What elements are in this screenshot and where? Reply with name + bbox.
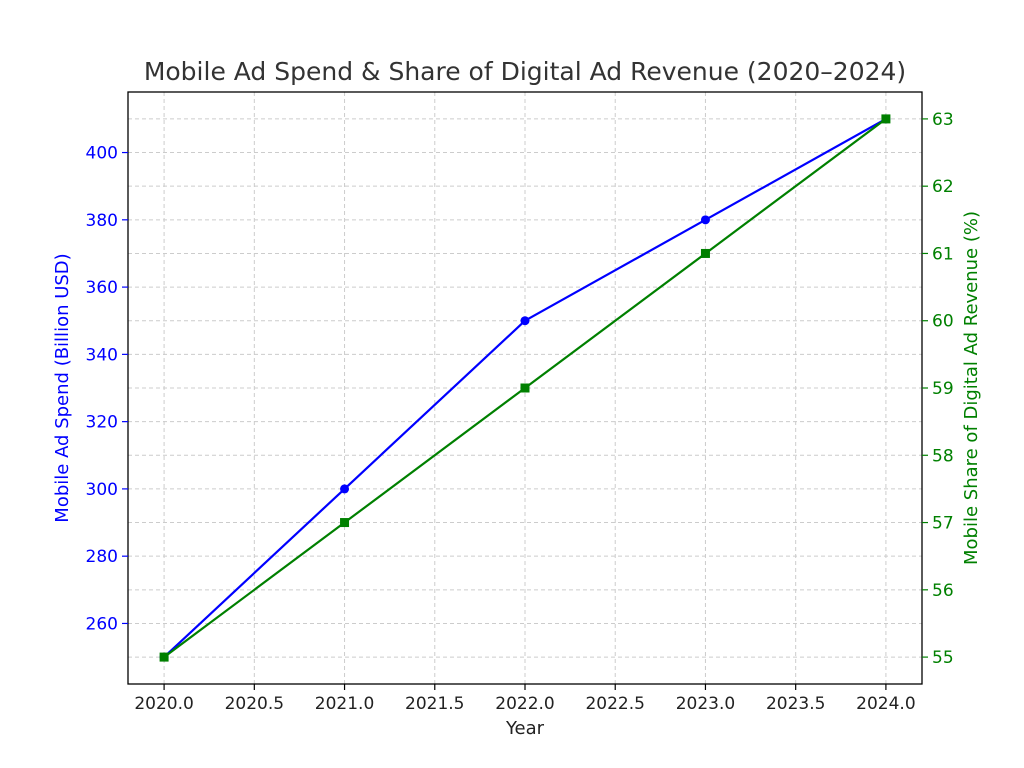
data-point-right: [159, 652, 169, 662]
x-tick-label: 2020.0: [134, 694, 193, 714]
data-point-right: [881, 114, 891, 124]
x-tick-label: 2021.5: [405, 694, 464, 714]
left-tick-label: 360: [86, 278, 118, 298]
right-tick-label: 59: [932, 379, 954, 399]
x-tick-label: 2022.5: [585, 694, 644, 714]
left-tick-label: 280: [86, 547, 118, 567]
data-point-right: [700, 248, 710, 258]
x-axis-label: Year: [505, 718, 545, 739]
data-point-right: [520, 383, 530, 393]
right-axis-ticks: 55 56 57 58 59 60 61 62 63: [922, 110, 954, 668]
left-axis-ticks: 260 280 300 320 340 360 380 400: [86, 144, 128, 634]
x-tick-label: 2024.0: [856, 694, 915, 714]
right-tick-label: 60: [932, 312, 954, 332]
chart-title: Mobile Ad Spend & Share of Digital Ad Re…: [144, 57, 906, 86]
data-point-left: [700, 215, 710, 225]
right-tick-label: 61: [932, 244, 954, 264]
left-tick-label: 400: [86, 144, 118, 164]
x-tick-label: 2023.0: [676, 694, 735, 714]
grid-lines: [128, 92, 922, 684]
right-tick-label: 56: [932, 581, 954, 601]
x-axis-ticks: 2020.0 2020.5 2021.0 2021.5 2022.0 2022.5 2023…: [134, 684, 916, 714]
x-tick-label: 2022.0: [495, 694, 554, 714]
left-tick-label: 380: [86, 211, 118, 231]
left-tick-label: 300: [86, 480, 118, 500]
right-tick-label: 63: [932, 110, 954, 130]
x-tick-label: 2023.5: [766, 694, 825, 714]
left-tick-label: 320: [86, 413, 118, 433]
x-tick-label: 2021.0: [315, 694, 374, 714]
left-tick-label: 260: [86, 614, 118, 634]
left-axis-label: Mobile Ad Spend (Billion USD): [52, 253, 73, 522]
data-point-right: [340, 518, 350, 528]
right-tick-label: 55: [932, 648, 954, 668]
right-tick-label: 58: [932, 446, 954, 466]
right-tick-label: 57: [932, 514, 954, 534]
series-layer: [159, 114, 891, 662]
right-axis-label: Mobile Share of Digital Ad Revenue (%): [961, 211, 982, 565]
left-tick-label: 340: [86, 345, 118, 365]
x-tick-label: 2020.5: [225, 694, 284, 714]
data-point-left: [340, 484, 350, 494]
right-tick-label: 62: [932, 177, 954, 197]
data-point-left: [520, 316, 530, 326]
